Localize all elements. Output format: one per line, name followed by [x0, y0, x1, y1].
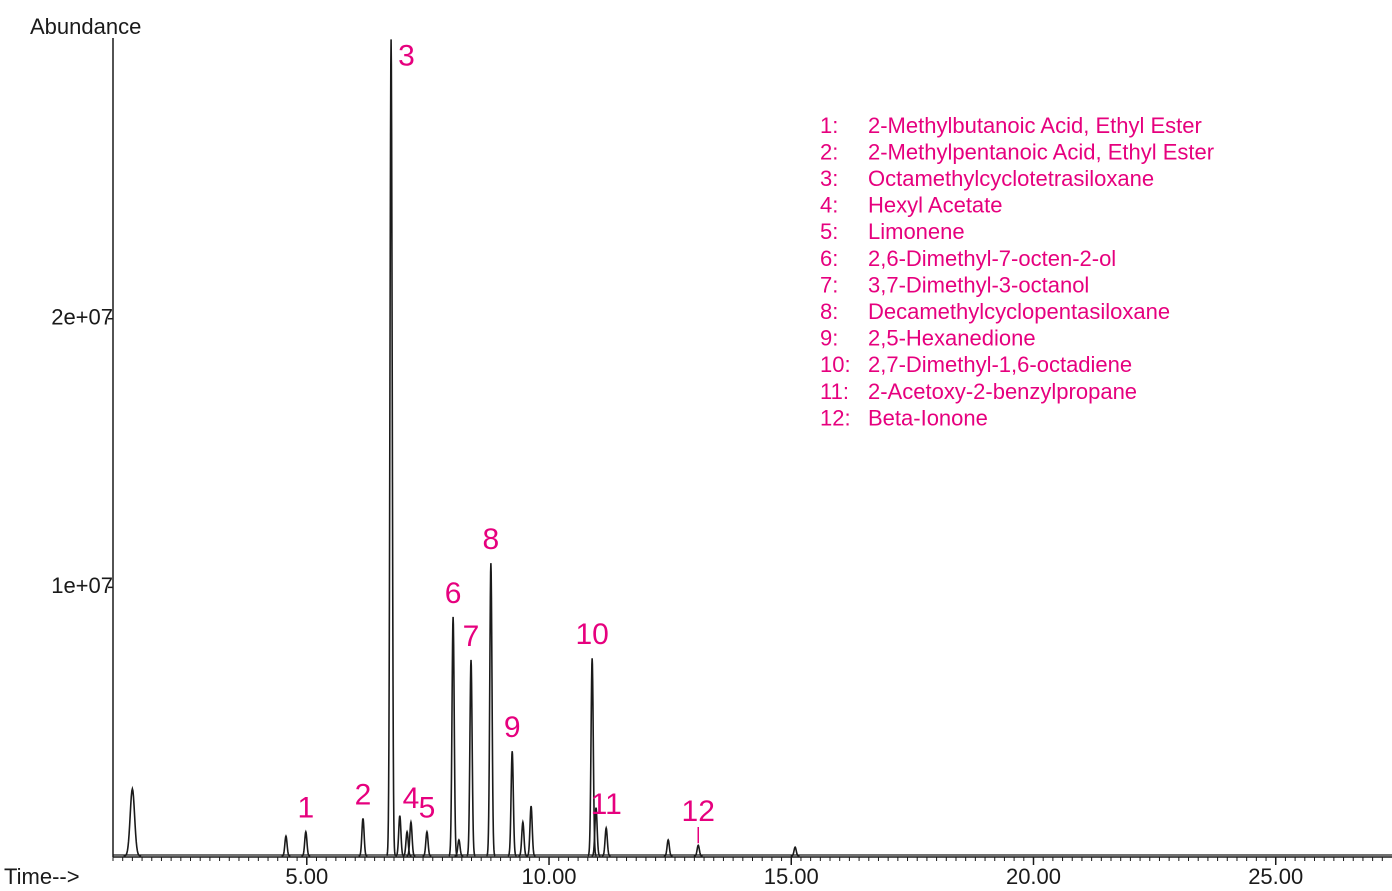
peak-label: 6 — [445, 577, 462, 610]
peak-label: 8 — [483, 523, 500, 556]
peak — [587, 658, 597, 857]
peak — [123, 785, 142, 857]
peak — [402, 829, 412, 857]
legend-name: Decamethylcyclopentasiloxane — [868, 299, 1170, 324]
peak — [466, 659, 476, 857]
legend-name: 2,7-Dimethyl-1,6-octadiene — [868, 352, 1132, 377]
y-tick-label: 2e+07 — [51, 305, 113, 330]
legend-number: 12: — [820, 405, 851, 430]
peak — [790, 845, 800, 857]
x-tick-label: 5.00 — [285, 864, 328, 889]
peak-label: 11 — [591, 788, 622, 821]
peak — [591, 807, 601, 857]
legend-name: 2,5-Hexanedione — [868, 326, 1036, 351]
legend-name: 2-Methylbutanoic Acid, Ethyl Ester — [868, 113, 1202, 138]
x-tick-label: 10.00 — [521, 864, 576, 889]
legend-name: 2-Methylpentanoic Acid, Ethyl Ester — [868, 139, 1214, 164]
legend-name: Hexyl Acetate — [868, 193, 1003, 218]
y-axis-label: Abundance — [30, 14, 141, 39]
y-tick-label: 1e+07 — [51, 573, 113, 598]
peak-label: 4 — [403, 782, 420, 815]
peak-label: 3 — [398, 39, 415, 72]
x-axis-label: Time--> — [4, 864, 80, 889]
peak — [454, 838, 464, 857]
legend-number: 6: — [820, 246, 838, 271]
peak-label: 7 — [463, 620, 480, 653]
peak-label: 9 — [504, 711, 521, 744]
peak — [693, 843, 703, 857]
peak-label: 5 — [419, 792, 436, 825]
peak — [422, 829, 432, 857]
legend-number: 2: — [820, 139, 838, 164]
peak-label: 1 — [297, 792, 314, 825]
x-tick-label: 20.00 — [1006, 864, 1061, 889]
peak — [518, 819, 528, 857]
legend-number: 9: — [820, 326, 838, 351]
peak — [663, 838, 673, 857]
peak-label: 2 — [355, 778, 372, 811]
legend-name: Octamethylcyclotetrasiloxane — [868, 166, 1154, 191]
peak — [507, 751, 517, 857]
legend-name: Limonene — [868, 219, 965, 244]
peak — [406, 819, 416, 857]
legend-number: 7: — [820, 272, 838, 297]
legend-number: 1: — [820, 113, 838, 138]
legend-number: 11: — [820, 379, 849, 404]
peak — [486, 563, 496, 857]
x-tick-label: 25.00 — [1248, 864, 1303, 889]
peak — [386, 39, 397, 857]
legend-name: 2-Acetoxy-2-benzylpropane — [868, 379, 1137, 404]
peak — [526, 805, 536, 857]
legend-number: 3: — [820, 166, 838, 191]
peak — [358, 818, 368, 857]
peak — [301, 829, 311, 857]
legend-number: 5: — [820, 219, 838, 244]
legend-number: 8: — [820, 299, 838, 324]
legend-name: 3,7-Dimethyl-3-octanol — [868, 272, 1089, 297]
peak-label: 12 — [682, 795, 715, 828]
legend-name: 2,6-Dimethyl-7-octen-2-ol — [868, 246, 1116, 271]
x-tick-label: 15.00 — [764, 864, 819, 889]
peak — [281, 834, 291, 857]
legend-name: Beta-Ionone — [868, 405, 988, 430]
legend-number: 4: — [820, 193, 838, 218]
peak — [601, 825, 611, 857]
peak — [395, 815, 405, 857]
peak-label: 10 — [575, 618, 608, 651]
legend-number: 10: — [820, 352, 851, 377]
peak — [448, 616, 458, 857]
